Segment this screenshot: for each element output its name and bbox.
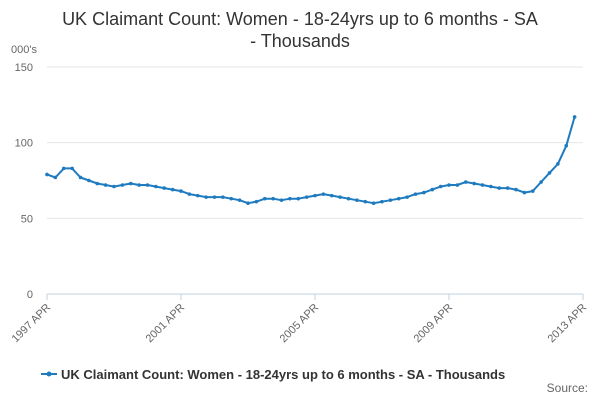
chart-title-line2: - Thousands [250, 31, 350, 51]
data-point [363, 199, 368, 204]
data-point [438, 184, 443, 189]
data-point [87, 178, 91, 183]
data-point [547, 171, 552, 175]
x-tick-label: 2005 APR [278, 302, 322, 346]
data-point [505, 186, 510, 190]
x-tick-label: 2001 APR [144, 302, 188, 346]
data-point [179, 189, 183, 193]
data-point [262, 196, 267, 201]
data-point [212, 195, 217, 199]
y-axis-ticks: 0 50 100 150 [15, 62, 33, 301]
data-point [422, 190, 426, 195]
data-point [313, 193, 317, 198]
source-label: Source: [546, 381, 588, 395]
data-point [489, 184, 493, 189]
data-point [145, 183, 150, 187]
legend[interactable]: UK Claimant Count: Women - 18-24yrs up t… [41, 367, 505, 382]
data-point [128, 181, 133, 186]
data-point [70, 166, 74, 171]
series-layer [45, 115, 577, 205]
data-point [355, 198, 359, 202]
data-point [246, 201, 250, 205]
data-point [405, 195, 409, 199]
series-line [46, 116, 576, 205]
data-point [154, 184, 158, 189]
data-point [61, 166, 66, 171]
data-point [162, 186, 167, 190]
data-point [229, 196, 234, 201]
data-point [95, 181, 100, 186]
data-point [103, 183, 108, 187]
data-point [556, 162, 560, 166]
grid-lines [47, 66, 583, 219]
data-point [447, 183, 451, 187]
data-point [304, 195, 309, 199]
legend-label[interactable]: UK Claimant Count: Women - 18-24yrs up t… [61, 367, 505, 382]
data-point [221, 195, 225, 199]
data-point [564, 143, 569, 148]
data-point [396, 196, 401, 201]
data-point [279, 198, 284, 202]
data-point [430, 187, 435, 192]
data-point [522, 190, 527, 195]
legend-marker [46, 371, 52, 377]
y-axis-label: 000's [11, 44, 37, 56]
data-point [296, 196, 301, 201]
data-point [455, 183, 460, 187]
chart-title-line1: UK Claimant Count: Women - 18-24yrs up t… [62, 9, 538, 29]
data-point [187, 192, 192, 196]
x-tick-label: 2013 APR [546, 302, 590, 346]
data-point [170, 187, 175, 192]
data-point [288, 196, 292, 201]
x-axis-ticks: 1997 APR 2001 APR 2005 APR 2009 APR 2013 APR [10, 294, 590, 346]
data-point [463, 180, 468, 184]
y-tick-label: 100 [15, 138, 33, 150]
data-point [472, 181, 476, 186]
x-tick-label: 1997 APR [10, 302, 54, 346]
data-point [112, 184, 116, 189]
data-point [530, 189, 535, 193]
data-point [413, 192, 418, 196]
data-point [572, 115, 577, 119]
y-tick-label: 0 [27, 289, 33, 301]
data-point [321, 192, 326, 196]
data-point [539, 180, 543, 184]
data-point [380, 199, 384, 204]
data-point [338, 195, 342, 199]
x-tick-label: 2009 APR [412, 302, 456, 346]
data-point [329, 193, 334, 198]
data-point [271, 196, 275, 201]
data-point [237, 198, 242, 202]
data-point [480, 183, 485, 187]
y-tick-label: 150 [15, 62, 33, 74]
data-point [204, 195, 208, 199]
data-point [137, 183, 141, 187]
data-point [78, 175, 83, 180]
data-point [195, 193, 200, 198]
data-point [120, 183, 125, 187]
data-point [388, 198, 393, 202]
data-point [371, 201, 376, 205]
y-tick-label: 50 [21, 213, 33, 225]
data-point [346, 196, 351, 201]
data-point [45, 172, 49, 177]
data-point [53, 175, 58, 180]
data-point [514, 187, 518, 192]
data-point [254, 199, 259, 204]
data-point [497, 186, 502, 190]
